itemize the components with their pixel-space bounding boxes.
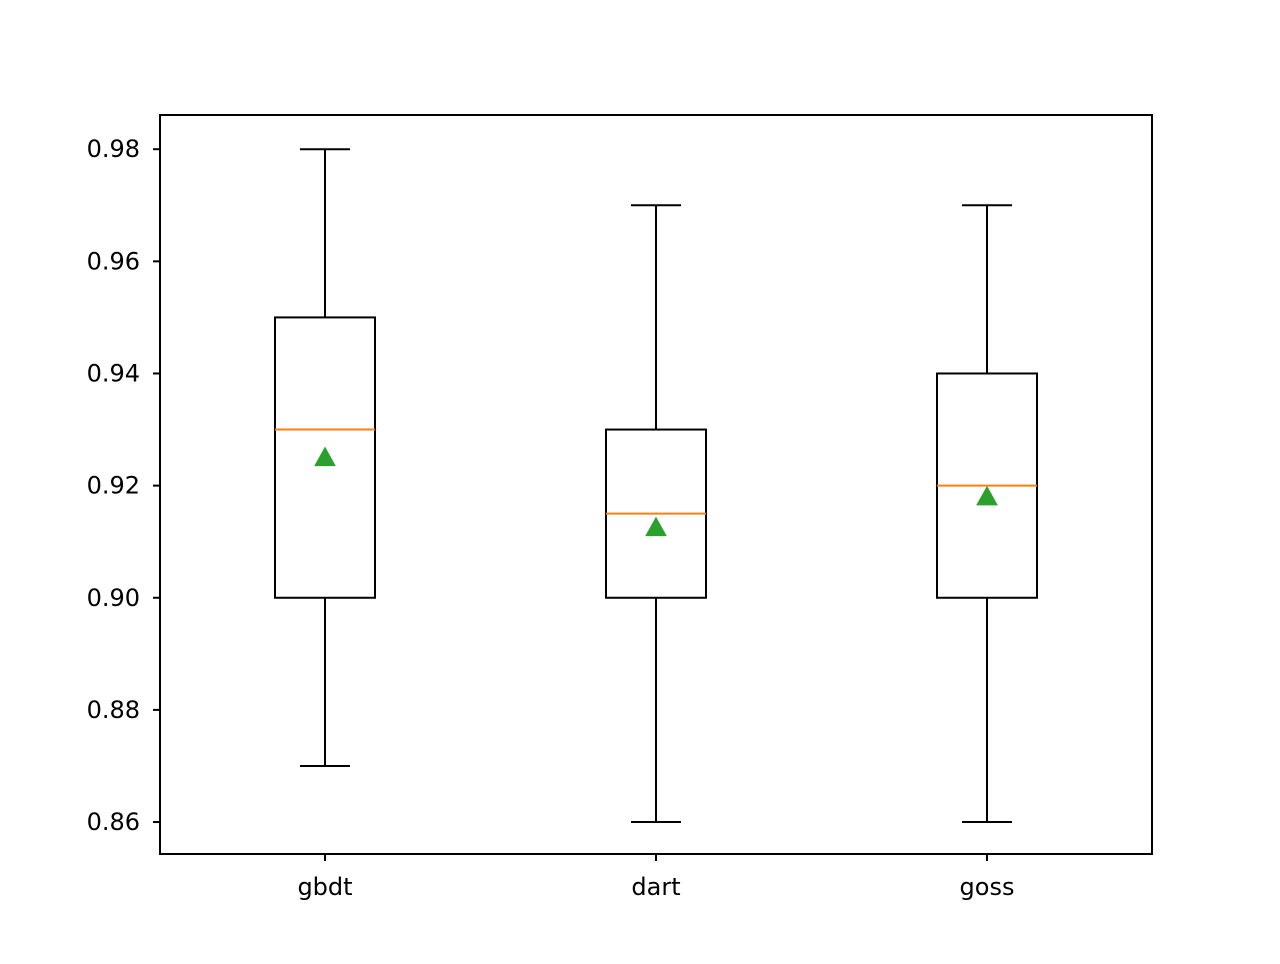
mean-marker	[645, 516, 667, 537]
x-axis: gbdt dart goss	[297, 854, 1014, 901]
mean-marker	[976, 485, 998, 506]
y-tick-label: 0.86	[87, 808, 140, 836]
y-tick-label: 0.96	[87, 247, 140, 275]
x-tick-label: goss	[960, 873, 1015, 901]
mean-marker	[314, 446, 336, 467]
y-axis: 0.86 0.88 0.90 0.92 0.94 0.96 0.98	[87, 135, 160, 836]
y-tick-label: 0.92	[87, 472, 140, 500]
y-tick-label: 0.90	[87, 584, 140, 612]
plot-layer	[274, 148, 1038, 824]
iqr-box	[274, 316, 376, 599]
box-dart	[605, 204, 707, 824]
y-tick-label: 0.98	[87, 135, 140, 163]
x-tick-label: gbdt	[297, 873, 352, 901]
y-tick-label: 0.94	[87, 359, 140, 387]
box-goss	[936, 204, 1038, 824]
y-tick-label: 0.88	[87, 696, 140, 724]
x-tick-label: dart	[631, 873, 680, 901]
box-gbdt	[274, 148, 376, 767]
